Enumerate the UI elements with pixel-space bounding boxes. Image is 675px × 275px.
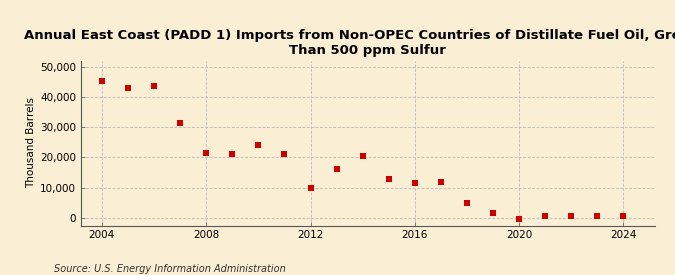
- Point: [487, 211, 498, 216]
- Title: Annual East Coast (PADD 1) Imports from Non-OPEC Countries of Distillate Fuel Oi: Annual East Coast (PADD 1) Imports from …: [24, 29, 675, 57]
- Point: [514, 216, 524, 221]
- Point: [175, 120, 186, 125]
- Point: [123, 86, 134, 90]
- Point: [227, 152, 238, 156]
- Point: [97, 79, 107, 83]
- Point: [253, 143, 264, 147]
- Point: [618, 214, 629, 219]
- Text: Source: U.S. Energy Information Administration: Source: U.S. Energy Information Administ…: [54, 264, 286, 274]
- Point: [435, 179, 446, 184]
- Point: [540, 214, 551, 219]
- Point: [305, 185, 316, 190]
- Point: [357, 154, 368, 158]
- Point: [148, 84, 159, 89]
- Point: [200, 151, 211, 155]
- Point: [566, 214, 576, 219]
- Point: [331, 167, 342, 172]
- Point: [410, 181, 421, 185]
- Point: [462, 200, 472, 205]
- Point: [592, 214, 603, 219]
- Y-axis label: Thousand Barrels: Thousand Barrels: [26, 98, 36, 188]
- Point: [279, 152, 290, 156]
- Point: [383, 176, 394, 181]
